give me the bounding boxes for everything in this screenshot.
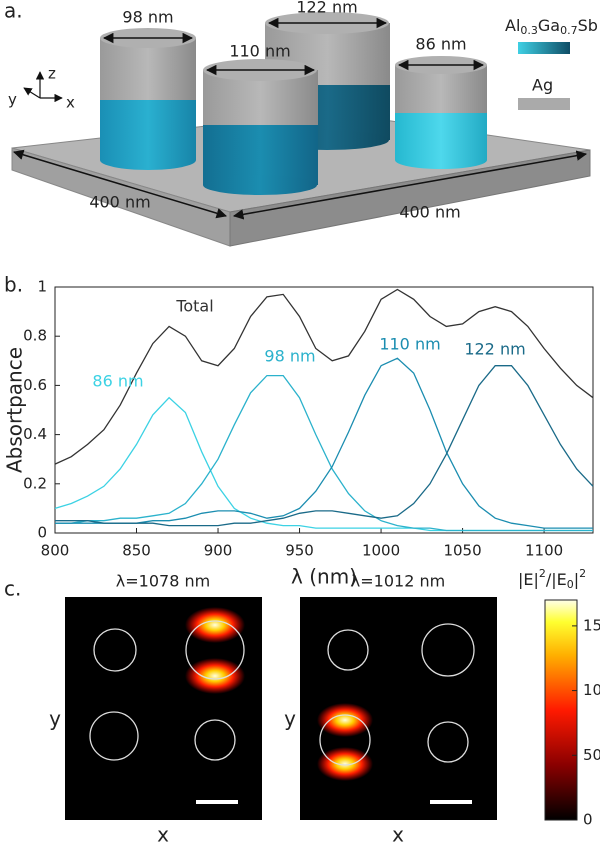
plot-frame bbox=[54, 286, 594, 534]
series-label: Total bbox=[175, 297, 213, 316]
legend-label: Al0.3Ga0.7Sb bbox=[505, 16, 598, 38]
legend-swatch bbox=[518, 98, 570, 110]
x-tick-label: 800 bbox=[41, 542, 70, 560]
map-y-label: y bbox=[284, 707, 296, 731]
axes-glyph bbox=[23, 71, 63, 103]
legend-sub: 0.7 bbox=[560, 24, 578, 37]
x-tick-label: 950 bbox=[285, 542, 314, 560]
series-line bbox=[55, 374, 593, 532]
legend-label: Ag bbox=[532, 76, 553, 95]
cb-sup: 2 bbox=[539, 567, 546, 580]
series-label: 98 nm bbox=[264, 347, 315, 366]
series-line bbox=[55, 365, 594, 527]
x-axis-label: λ (nm) bbox=[291, 565, 357, 589]
colorbar bbox=[544, 599, 578, 821]
legend-sub: 0.3 bbox=[520, 24, 538, 37]
field-map bbox=[65, 597, 262, 820]
map-title: λ=1078 nm bbox=[116, 572, 210, 591]
series-line bbox=[55, 357, 593, 529]
diameter-label: 110 nm bbox=[229, 42, 290, 61]
y-axis-label: Absortpance bbox=[3, 347, 27, 473]
dimension-arrows bbox=[12, 17, 588, 220]
size-label: 400 nm bbox=[89, 193, 150, 212]
map-x-label: x bbox=[157, 823, 169, 847]
legend-text: Ga bbox=[538, 16, 560, 35]
axis-letter: x bbox=[66, 94, 75, 112]
panel-label: a. bbox=[4, 0, 23, 23]
size-label: 400 nm bbox=[399, 203, 460, 222]
legend-text: Al bbox=[505, 16, 520, 35]
y-tick-label: 0.2 bbox=[23, 474, 47, 492]
panel-label: c. bbox=[4, 577, 21, 601]
cb-text: |E| bbox=[518, 570, 539, 589]
plot-area: 800 850 900 950 1000 1050 1100 0 0.2 0.4 0.6 0.8 1 To… bbox=[23, 278, 594, 560]
cb-sup: 2 bbox=[579, 567, 586, 580]
field-map bbox=[300, 597, 497, 820]
series-label: 122 nm bbox=[464, 340, 525, 359]
map-title: λ=1012 nm bbox=[351, 572, 445, 591]
y-tick-label: 1 bbox=[37, 278, 47, 296]
cb-sub: 0 bbox=[567, 578, 574, 591]
legend-text: Sb bbox=[578, 16, 598, 35]
legend-swatch bbox=[518, 42, 570, 54]
colorbar-tick-label: 0 bbox=[583, 811, 593, 829]
cb-text: | bbox=[574, 570, 579, 589]
x-tick-label: 1050 bbox=[443, 542, 481, 560]
y-tick-label: 0.4 bbox=[23, 425, 47, 443]
cylinder-110 bbox=[203, 59, 318, 195]
colorbar-tick-label: 50 bbox=[583, 746, 600, 764]
colorbar-tick-label: 150 bbox=[583, 616, 600, 634]
cylinder-98 bbox=[100, 28, 196, 170]
panel-label: b. bbox=[4, 273, 23, 297]
series-label: 110 nm bbox=[379, 335, 440, 354]
map-x-label: x bbox=[392, 823, 404, 847]
colorbar-tick-label: 100 bbox=[583, 681, 600, 699]
y-tick-label: 0.8 bbox=[23, 327, 47, 345]
colorbar-title: |E|2/|E0|2 bbox=[518, 567, 586, 591]
diameter-label: 86 nm bbox=[415, 35, 466, 54]
x-tick-label: 1100 bbox=[525, 542, 563, 560]
cylinder-86 bbox=[395, 56, 487, 169]
series-line bbox=[54, 288, 594, 465]
diameter-label: 122 nm bbox=[296, 0, 357, 17]
x-tick-label: 1000 bbox=[362, 542, 400, 560]
x-tick-label: 900 bbox=[204, 542, 233, 560]
series-label: 86 nm bbox=[92, 372, 143, 391]
y-tick-label: 0 bbox=[37, 524, 47, 542]
diameter-label: 98 nm bbox=[122, 8, 173, 27]
axis-letter: y bbox=[8, 91, 17, 109]
map-y-label: y bbox=[49, 707, 61, 731]
x-tick-label: 850 bbox=[122, 542, 151, 560]
cb-text: /|E bbox=[546, 570, 567, 589]
axis-letter: z bbox=[48, 65, 56, 83]
y-tick-label: 0.6 bbox=[23, 376, 47, 394]
